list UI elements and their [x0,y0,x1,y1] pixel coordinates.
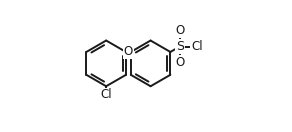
Text: Cl: Cl [191,40,203,53]
Text: O: O [175,56,184,69]
Text: O: O [124,45,133,58]
Text: O: O [175,24,184,37]
Text: Cl: Cl [100,88,112,102]
Text: S: S [176,40,184,53]
